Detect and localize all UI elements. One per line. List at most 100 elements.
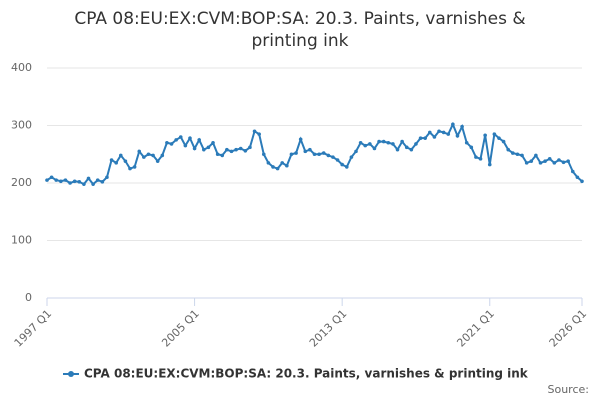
- point: [326, 153, 331, 158]
- point: [460, 124, 464, 129]
- chart-title: CPA 08:EU:EX:CVM:BOP:SA: 20.3. Paints, v…: [74, 9, 526, 51]
- x-tick-label: 2021 Q1: [454, 307, 497, 350]
- point: [575, 175, 580, 180]
- point: [197, 138, 201, 142]
- point: [349, 155, 354, 159]
- point: [146, 152, 151, 157]
- point: [358, 140, 363, 145]
- point: [275, 166, 280, 171]
- point: [192, 146, 197, 151]
- point: [418, 136, 423, 140]
- point: [252, 129, 257, 134]
- point: [142, 155, 146, 159]
- point: [72, 179, 77, 184]
- point: [335, 158, 340, 162]
- point: [515, 152, 520, 157]
- point: [331, 155, 335, 159]
- point: [169, 142, 174, 146]
- point: [344, 165, 349, 169]
- point: [423, 136, 427, 140]
- point: [409, 147, 414, 152]
- legend-marker: [68, 371, 74, 377]
- x-tick-label: 2005 Q1: [159, 307, 202, 350]
- point: [506, 147, 511, 152]
- point: [414, 142, 418, 146]
- point: [561, 160, 566, 165]
- point: [114, 161, 118, 165]
- point: [178, 135, 183, 139]
- point: [368, 142, 372, 146]
- point: [225, 147, 229, 152]
- point: [220, 153, 225, 158]
- point: [487, 162, 492, 167]
- point: [257, 132, 261, 136]
- point: [543, 159, 547, 163]
- point: [165, 140, 169, 145]
- y-tick-label: 200: [11, 176, 32, 189]
- point: [95, 178, 100, 182]
- point: [289, 152, 294, 157]
- point: [248, 145, 252, 150]
- point: [105, 175, 109, 180]
- point: [234, 147, 238, 152]
- point: [229, 149, 234, 154]
- point: [552, 161, 557, 165]
- point: [432, 135, 437, 139]
- point: [206, 145, 211, 150]
- point: [285, 163, 289, 168]
- point: [294, 151, 298, 155]
- point: [428, 130, 432, 135]
- point: [128, 166, 132, 171]
- y-tick-label: 100: [11, 234, 32, 247]
- point: [183, 143, 188, 148]
- x-tick-label: 1997 Q1: [12, 307, 55, 350]
- point: [77, 180, 82, 184]
- point: [520, 153, 524, 158]
- point: [483, 133, 487, 138]
- point: [381, 139, 386, 144]
- point: [340, 162, 344, 167]
- point: [400, 139, 404, 144]
- point: [298, 137, 303, 142]
- legend-label: CPA 08:EU:EX:CVM:BOP:SA: 20.3. Paints, v…: [84, 367, 529, 381]
- point: [570, 169, 575, 174]
- point: [45, 178, 49, 182]
- point: [54, 178, 59, 182]
- point: [455, 134, 460, 138]
- point: [529, 159, 534, 163]
- point: [68, 181, 72, 185]
- point: [261, 152, 266, 157]
- y-tick-label: 300: [11, 119, 32, 132]
- point: [391, 142, 395, 146]
- y-tick-label: 400: [11, 61, 32, 74]
- point: [547, 157, 552, 161]
- point: [478, 157, 483, 161]
- point: [266, 161, 271, 165]
- point: [188, 136, 192, 140]
- point: [211, 140, 215, 145]
- point: [202, 147, 206, 152]
- point: [497, 136, 501, 140]
- point: [321, 151, 326, 155]
- point: [566, 159, 570, 163]
- point: [132, 165, 137, 169]
- point: [118, 153, 123, 158]
- point: [86, 176, 91, 181]
- point: [372, 146, 377, 151]
- point: [215, 152, 220, 157]
- point: [511, 151, 515, 155]
- point: [82, 182, 86, 186]
- point: [271, 165, 275, 169]
- point: [160, 153, 165, 158]
- point: [451, 122, 455, 127]
- x-tick-label: 2013 Q1: [307, 307, 350, 350]
- point: [109, 158, 114, 162]
- point: [580, 179, 584, 184]
- point: [91, 182, 95, 186]
- point: [492, 132, 497, 136]
- source: Source:: [548, 383, 590, 396]
- point: [308, 147, 312, 152]
- point: [377, 139, 381, 144]
- point: [441, 130, 446, 135]
